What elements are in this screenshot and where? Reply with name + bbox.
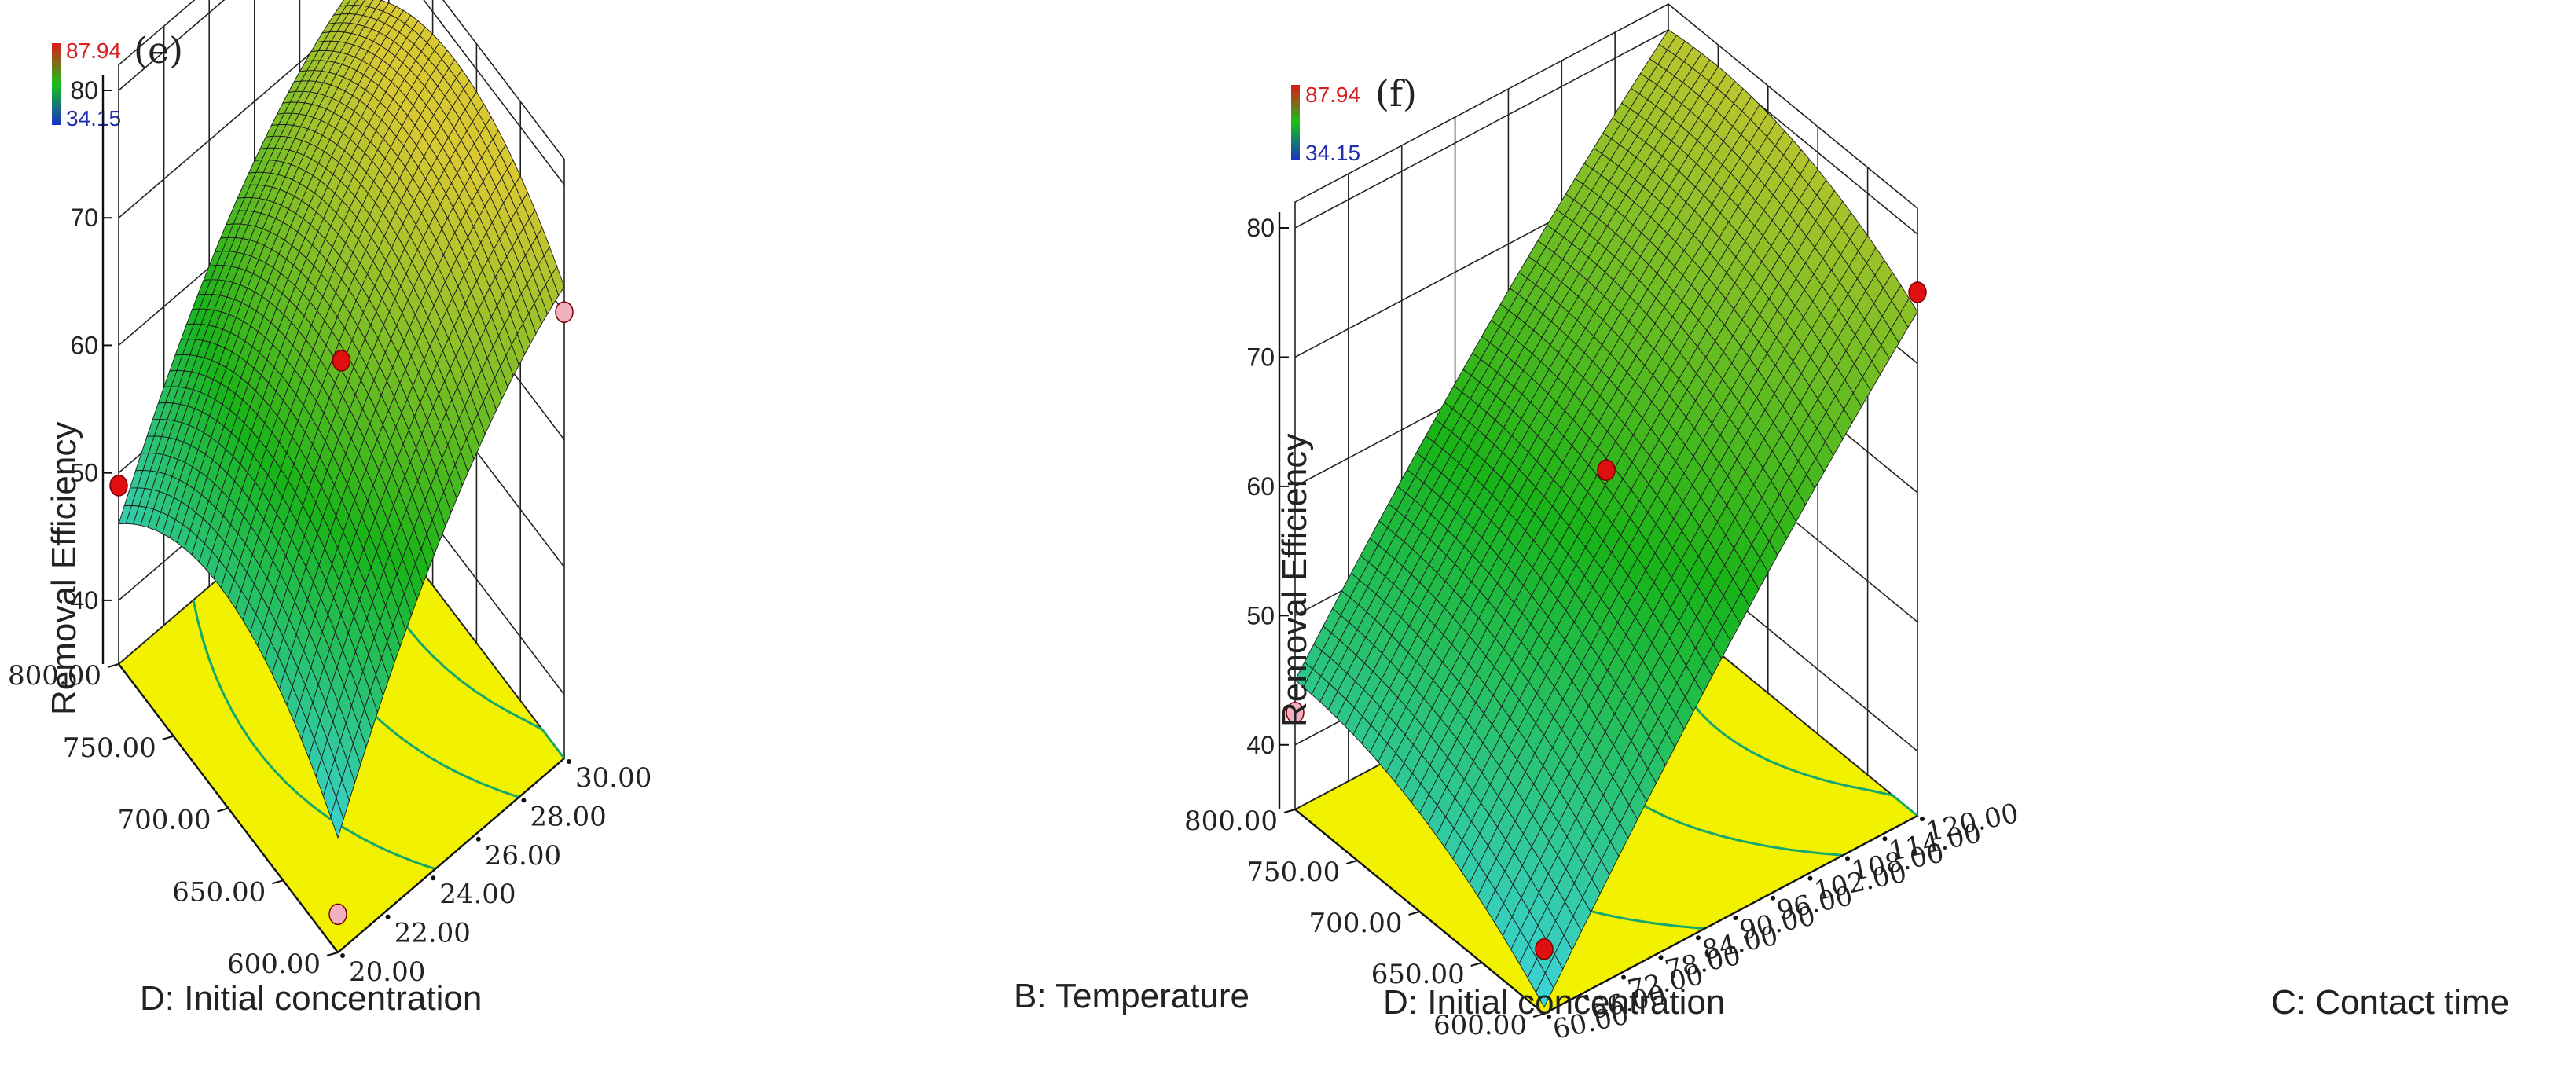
y-tick-mark (1733, 916, 1738, 920)
y-tick-mark (1771, 895, 1775, 901)
z-tick-label: 50 (70, 459, 98, 487)
panel-e-surface-plot: 87.94 34.15 (e) 600.00 650.00 700.00 750.00… (8, 0, 1249, 1018)
x-tick-label: 650.00 (1371, 959, 1465, 990)
y-tick-mark (1658, 955, 1664, 960)
floor-contour-line (192, 600, 436, 871)
design-point (328, 903, 347, 926)
panel-f-legend-colorbar (1291, 85, 1300, 160)
panel-f-surface-plot: 87.94 34.15 (f) 600.00 650.00 700.00 750.00… (1184, 3, 2509, 1046)
y-tick-label: 24.00 (439, 879, 516, 910)
x-tick-label: 700.00 (1309, 908, 1403, 939)
panel-e-tick-labels: 600.00 650.00 700.00 750.00 800.00 20.00 22.00… (8, 76, 651, 988)
z-tick-label: 80 (1246, 214, 1275, 242)
x-tick-mark (1470, 962, 1483, 967)
x-tick-label: 650.00 (172, 876, 266, 908)
panel-e-y-axis-title: B: Temperature (1014, 977, 1249, 1015)
x-tick-mark (1283, 809, 1296, 813)
panel-e-z-axis-title: Removal Efficiency (45, 422, 83, 715)
y-tick-mark (1882, 836, 1888, 842)
y-tick-label: 26.00 (485, 840, 561, 872)
y-tick-mark (521, 798, 527, 803)
design-point (1908, 281, 1927, 303)
x-tick-mark (1532, 1013, 1545, 1018)
z-tick-label: 40 (1246, 731, 1275, 759)
y-tick-mark (1845, 856, 1850, 861)
y-tick-mark (385, 914, 391, 919)
x-tick-label: 800.00 (1184, 806, 1278, 837)
y-tick-mark (1547, 1015, 1551, 1019)
design-point (109, 475, 128, 497)
z-tick-label: 70 (1246, 343, 1275, 371)
x-tick-mark (1345, 860, 1358, 864)
y-axis-line (1543, 814, 1918, 1015)
panel-e-legend-colorbar (52, 43, 61, 125)
y-axis-line (337, 758, 565, 953)
y-tick-label: 20.00 (349, 956, 425, 988)
x-tick-label: 600.00 (227, 949, 321, 980)
z-tick-label: 60 (70, 331, 98, 359)
x-tick-label: 700.00 (118, 805, 211, 836)
z-gridline (118, 0, 565, 185)
z-tick-label: 80 (70, 76, 98, 105)
surface-cell (330, 796, 344, 839)
design-point (555, 301, 574, 323)
z-tick-label: 70 (70, 204, 98, 232)
z-tick-label: 50 (1246, 601, 1275, 629)
x-tick-mark (1408, 911, 1420, 916)
panel-f-legend-high: 87.94 (1305, 83, 1360, 107)
y-tick-mark (431, 875, 436, 881)
y-tick-mark (475, 836, 481, 842)
x-tick-label: 800.00 (8, 660, 101, 692)
surface-cell (1535, 972, 1554, 1008)
x-tick-mark (271, 879, 284, 885)
x-tick-mark (162, 735, 174, 740)
panel-e-label: (e) (134, 29, 183, 72)
panel-e-design-points (109, 301, 574, 926)
design-point (1286, 701, 1305, 724)
y-tick-mark (340, 953, 345, 958)
z-tick-label: 40 (70, 586, 98, 615)
x-tick-mark (217, 807, 229, 813)
x-tick-label: 750.00 (1246, 857, 1340, 888)
y-tick-mark (1696, 935, 1701, 941)
design-point (332, 350, 351, 372)
panel-f-z-axis-title: Removal Efficiency (1275, 434, 1314, 727)
y-tick-mark (1583, 994, 1589, 1000)
y-tick-label: 22.00 (394, 918, 471, 949)
z-tick-label: 60 (1246, 472, 1275, 501)
y-tick-label: 30.00 (575, 762, 651, 794)
panel-f-design-points (1286, 281, 1927, 960)
y-tick-mark (567, 759, 571, 764)
y-tick-mark (1621, 974, 1626, 980)
back-wall-outline (118, 0, 565, 758)
y-tick-mark (1920, 817, 1925, 821)
x-tick-label: 750.00 (63, 732, 156, 764)
x-tick-mark (107, 663, 119, 668)
y-tick-label: 28.00 (530, 801, 606, 832)
panel-e-x-axis-title: D: Initial concentration (140, 979, 482, 1018)
design-point (1597, 459, 1616, 481)
y-tick-mark (1807, 875, 1813, 881)
panel-f-legend-low: 34.15 (1305, 141, 1360, 165)
x-tick-label: 600.00 (1433, 1010, 1527, 1041)
panel-e-legend-low: 34.15 (66, 106, 121, 130)
panel-f-label: (f) (1375, 72, 1417, 115)
design-point (1535, 938, 1554, 960)
panel-f-y-axis-title: C: Contact time (2271, 983, 2509, 1022)
panel-e-legend-high: 87.94 (66, 39, 121, 63)
panel-e-response-surface (118, 0, 565, 839)
panel-f-response-surface (1294, 29, 1918, 1008)
x-tick-mark (326, 952, 339, 956)
panel-f-x-axis-title: D: Initial concentration (1383, 983, 1725, 1022)
